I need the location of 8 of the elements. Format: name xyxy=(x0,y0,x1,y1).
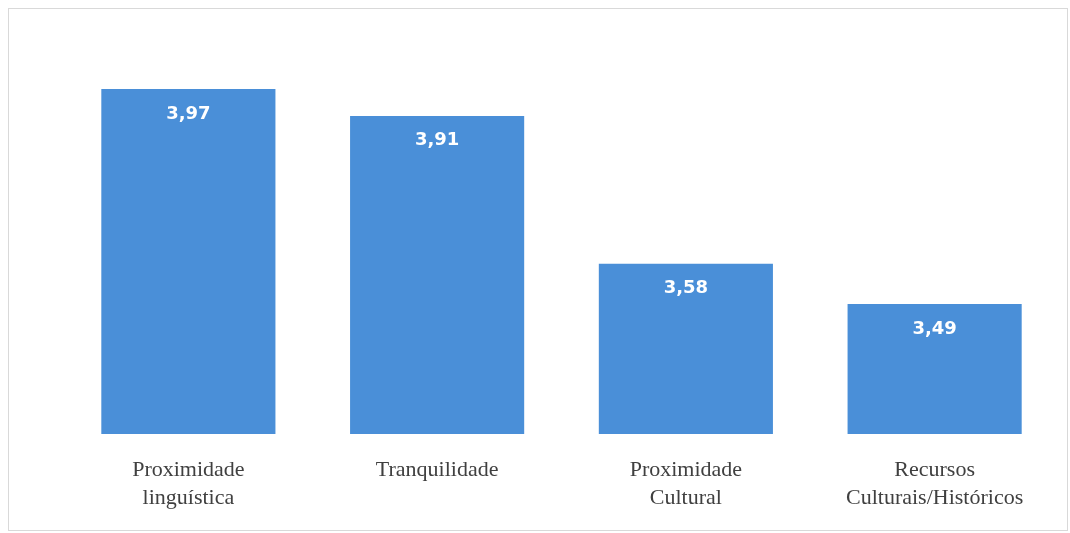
x-tick-label: Proximidade Cultural xyxy=(629,455,743,509)
x-tick-label: Recursos Culturais/Históricos xyxy=(846,455,1024,509)
data-label: 3,91 xyxy=(414,128,460,150)
data-label: 3,58 xyxy=(663,276,709,298)
x-tick-label: Tranquilidade xyxy=(375,455,499,481)
data-label: 3,49 xyxy=(912,316,957,338)
x-tick-label: Proximidade linguística xyxy=(132,455,245,509)
data-label: 3,97 xyxy=(166,101,211,123)
